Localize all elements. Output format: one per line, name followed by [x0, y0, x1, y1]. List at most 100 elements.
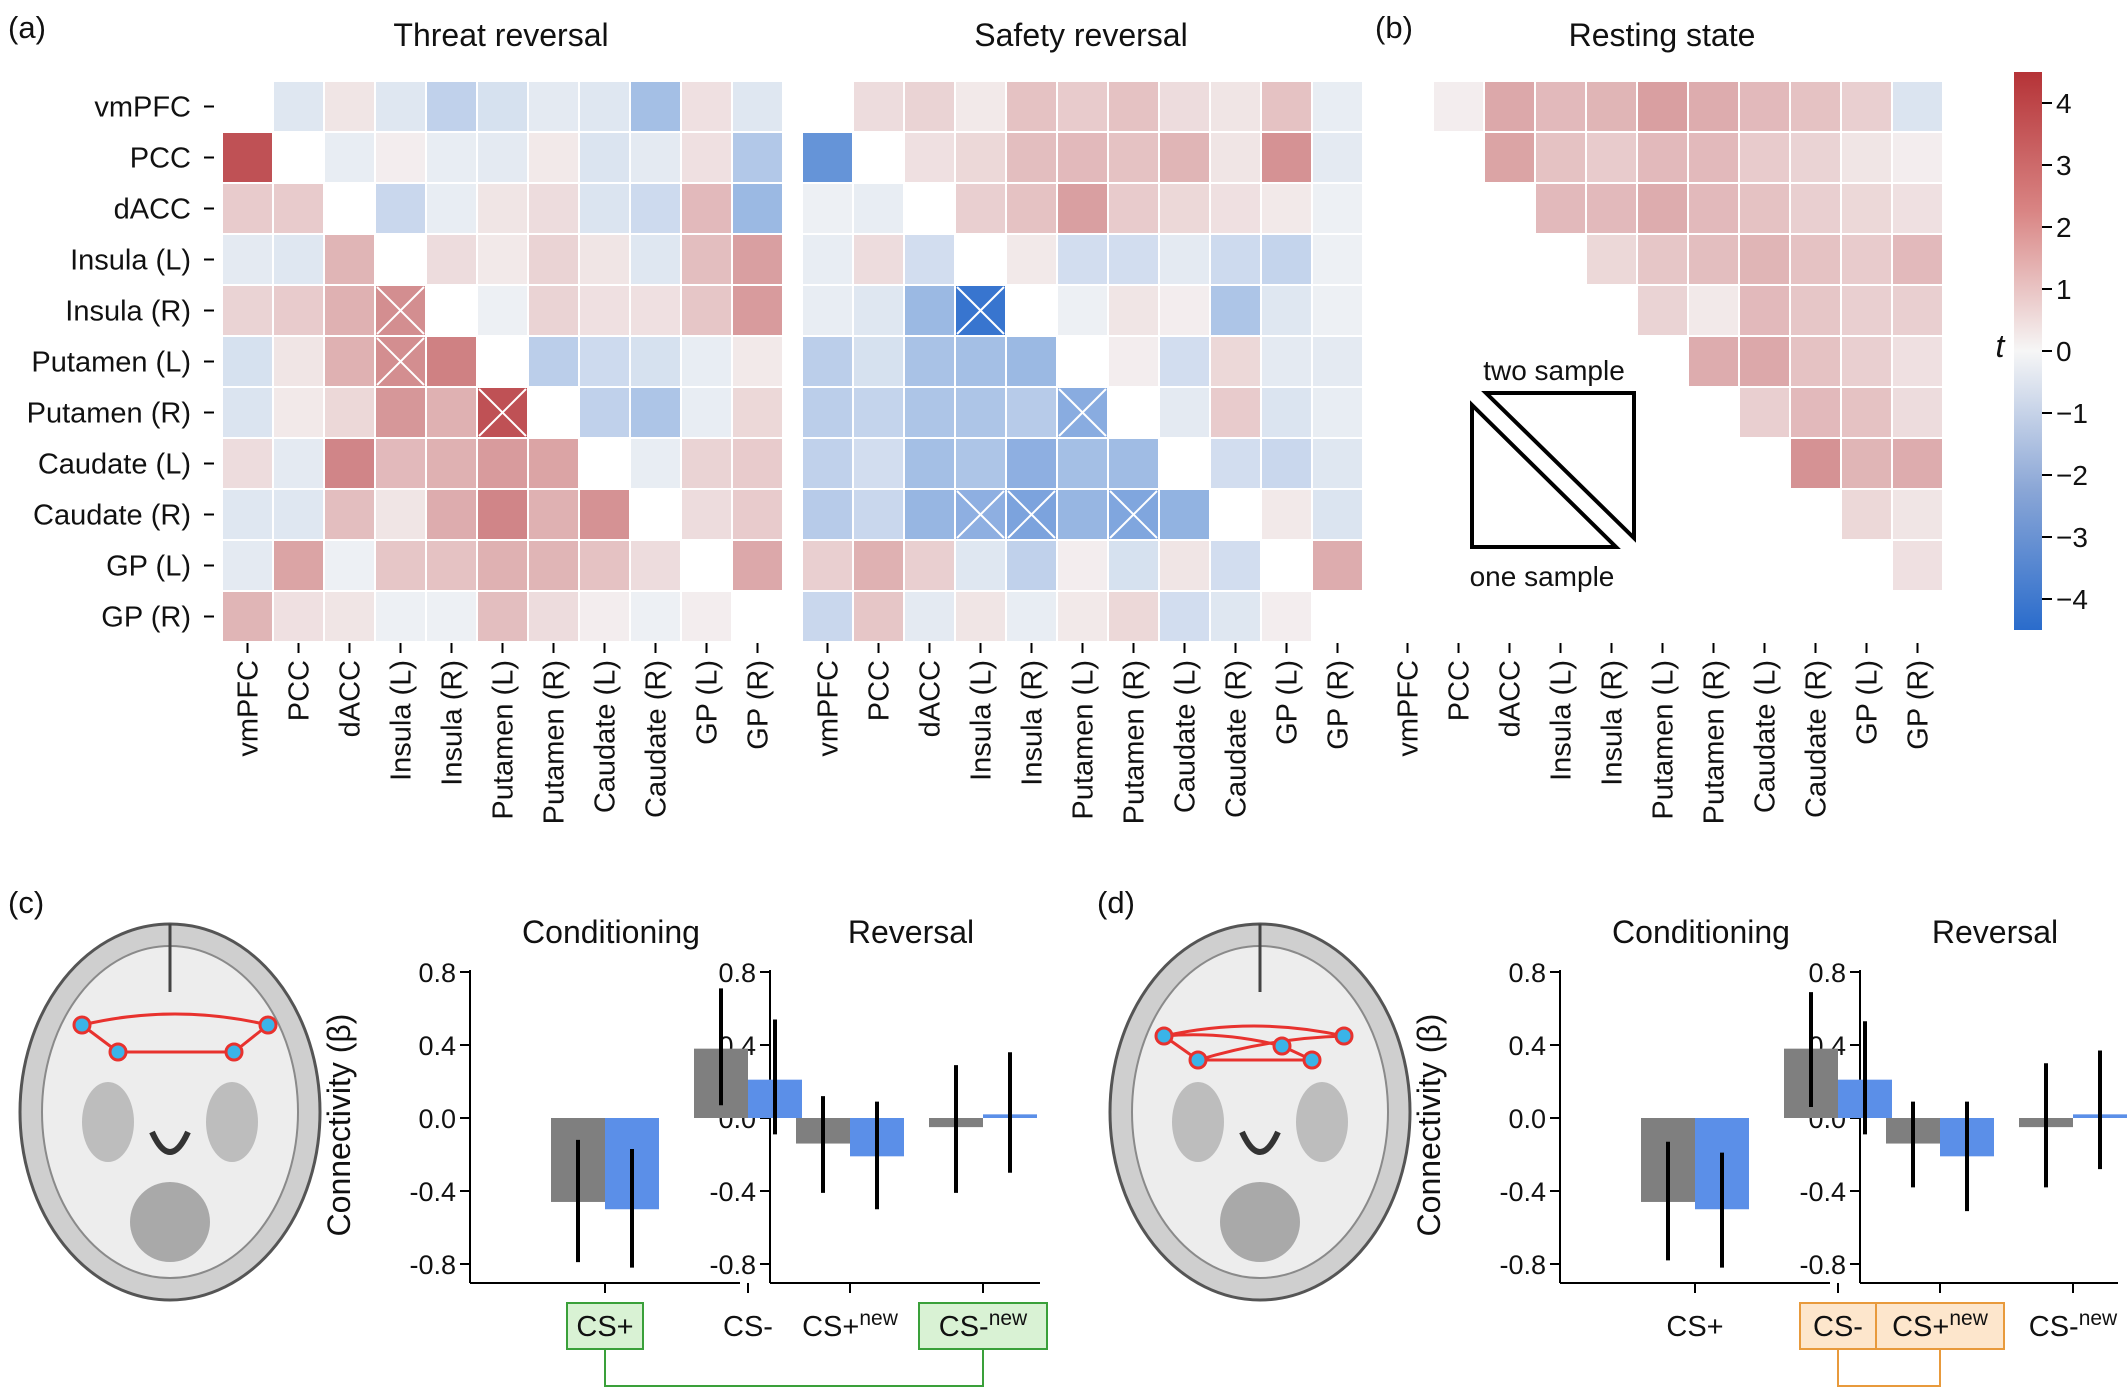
heatmap-cell — [1107, 335, 1160, 388]
brain-nucleus — [206, 1082, 258, 1162]
heatmap-cell — [1534, 80, 1587, 133]
heatmap-cell — [1840, 335, 1893, 388]
heatmap-cell — [1636, 80, 1689, 133]
y-tick-label: 0.8 — [718, 958, 756, 988]
heatmap-cell — [425, 386, 478, 439]
heatmap-cell — [1158, 335, 1211, 388]
heatmap-cell — [1158, 488, 1211, 541]
heatmap-cell — [1840, 488, 1893, 541]
colorbar-tick-label: 1 — [2056, 274, 2072, 305]
y-tick-label: -0.4 — [1499, 1177, 1546, 1207]
heatmap-cell — [1005, 539, 1058, 592]
heatmap-cell — [374, 386, 427, 439]
heatmap-cell — [903, 539, 956, 592]
heatmap-cell — [1005, 131, 1058, 184]
heatmap-cell — [1056, 437, 1109, 490]
heatmap-cell — [425, 80, 478, 133]
heatmap-cell — [221, 539, 274, 592]
colorbar-tick-label: −3 — [2056, 522, 2088, 553]
column-label: Caudate (R) — [1801, 660, 1833, 818]
heatmap-cell — [1687, 284, 1740, 337]
heatmap-cell — [1158, 131, 1211, 184]
heatmap-cell — [629, 437, 682, 490]
heatmap-cell — [1056, 182, 1109, 235]
heatmap-cell — [1687, 233, 1740, 286]
heatmap-cell — [272, 539, 325, 592]
column-label: Insula (L) — [386, 660, 418, 781]
row-label: Putamen (L) — [31, 347, 191, 379]
heatmap-cell — [1738, 182, 1791, 235]
heatmap-cell — [680, 284, 733, 337]
heatmap-cell — [1209, 335, 1262, 388]
significance-cross — [478, 388, 527, 437]
heatmap-cell — [1209, 386, 1262, 439]
heatmap-cell — [476, 182, 529, 235]
heatmap-cell — [1311, 386, 1364, 439]
column-label: GP (L) — [692, 660, 724, 745]
column-label: GP (R) — [1903, 660, 1935, 750]
y-tick-label: 0.8 — [418, 958, 456, 988]
brain-nucleus — [1172, 1082, 1224, 1162]
heatmap-cell — [903, 233, 956, 286]
colorbar-label: t — [1996, 328, 2006, 364]
heatmap-cell — [1260, 80, 1313, 133]
heatmap-cell — [221, 131, 274, 184]
heatmap-resting-state — [1432, 80, 1944, 592]
heatmap-cell — [425, 335, 478, 388]
heatmap-safety-reversal — [801, 80, 1364, 643]
heatmap-cell — [578, 386, 631, 439]
heatmap-cell — [1738, 335, 1791, 388]
column-label: dACC — [335, 660, 367, 737]
roi-node — [108, 1042, 128, 1062]
heatmap-cell — [731, 182, 784, 235]
title-safety-reversal: Safety reversal — [974, 17, 1187, 53]
heatmap-cell — [954, 182, 1007, 235]
column-label: GP (L) — [1852, 660, 1884, 745]
heatmap-cell — [1789, 284, 1842, 337]
heatmap-cell — [1311, 80, 1364, 133]
column-label: dACC — [915, 660, 947, 737]
heatmap-cell — [578, 131, 631, 184]
heatmap-cell — [374, 80, 427, 133]
y-axis-label: Connectivity (β) — [1411, 1014, 1447, 1237]
heatmap-cell — [903, 590, 956, 643]
heatmap-cell — [1840, 284, 1893, 337]
connection-line — [1197, 1034, 1345, 1062]
heatmap-cell — [1891, 233, 1944, 286]
heatmap-cell — [221, 182, 274, 235]
column-label: Insula (L) — [966, 660, 998, 781]
heatmap-cell — [801, 233, 854, 286]
brain-ventricle — [149, 1130, 191, 1155]
heatmap-cell — [1209, 437, 1262, 490]
brain-midbrain — [130, 1182, 210, 1262]
heatmap-cell — [1005, 80, 1058, 133]
heatmap-cell — [1158, 284, 1211, 337]
heatmap-cell — [1687, 80, 1740, 133]
heatmap-cell — [1158, 386, 1211, 439]
heatmap-threat-reversal — [221, 80, 784, 643]
heatmap-cell — [1840, 131, 1893, 184]
heatmap-cell — [323, 131, 376, 184]
heatmap-cell — [629, 233, 682, 286]
heatmap-cell — [852, 386, 905, 439]
column-label: GP (R) — [743, 660, 775, 750]
column-label: GP (L) — [1272, 660, 1304, 745]
heatmap-cell — [1260, 233, 1313, 286]
heatmap-cell — [1260, 590, 1313, 643]
column-label: PCC — [284, 660, 316, 721]
heatmap-column-labels: vmPFC PCC dACC Insula (L) Insula (R) Putamen … — [233, 643, 1935, 824]
heatmap-cell — [425, 539, 478, 592]
heatmap-cell — [629, 131, 682, 184]
heatmap-cell — [1260, 437, 1313, 490]
heatmap-cell — [1056, 284, 1109, 337]
row-label: Putamen (R) — [27, 398, 191, 430]
heatmap-cell — [1209, 590, 1262, 643]
heatmap-cell — [1209, 182, 1262, 235]
heatmap-cell — [323, 488, 376, 541]
y-axis-label: Connectivity (β) — [321, 1014, 357, 1237]
heatmap-cell — [1056, 539, 1109, 592]
heatmap-cell — [1260, 335, 1313, 388]
column-label: Insula (R) — [1017, 660, 1049, 786]
colorbar-tick-label: 4 — [2056, 88, 2072, 119]
significance-cross — [1109, 490, 1158, 539]
